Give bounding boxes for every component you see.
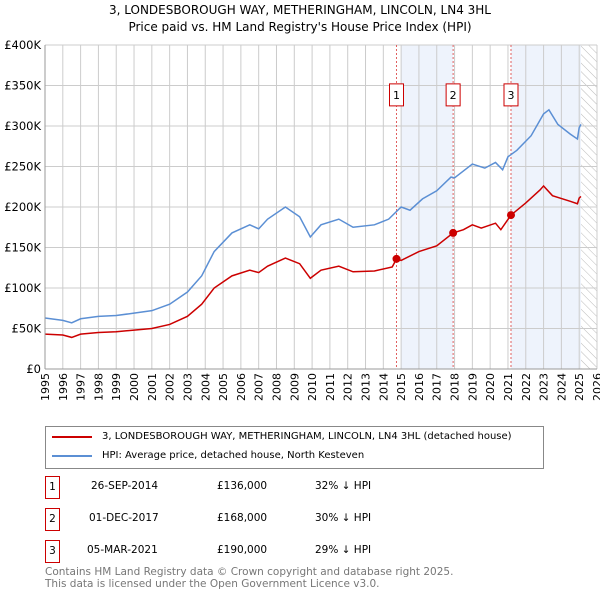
y-tick-label: £150K [4, 241, 41, 255]
x-tick-label: 2018 [449, 373, 462, 401]
x-tick-label: 2012 [342, 373, 355, 401]
y-tick-label: £250K [4, 160, 41, 174]
chart-title: 3, LONDESBOROUGH WAY, METHERINGHAM, LINC… [108, 3, 491, 17]
y-tick-label: £200K [4, 200, 41, 214]
x-tick-label: 2011 [324, 373, 337, 401]
x-tick-label: 2016 [413, 373, 426, 401]
x-tick-label: 1997 [75, 373, 88, 401]
chart-subtitle: Price paid vs. HM Land Registry's House … [128, 20, 472, 34]
x-tick-label: 2017 [431, 373, 444, 401]
x-tick-label: 2021 [502, 373, 515, 401]
x-tick-label: 2025 [573, 373, 586, 401]
sale-point [392, 254, 401, 263]
x-tick-label: 2006 [235, 373, 248, 401]
legend-property: 3, LONDESBOROUGH WAY, METHERINGHAM, LINC… [102, 431, 512, 442]
sale-hpi: 32% ↓ HPI [315, 480, 372, 492]
footer-copyright: Contains HM Land Registry data © Crown c… [45, 566, 454, 578]
legend: 3, LONDESBOROUGH WAY, METHERINGHAM, LINC… [45, 426, 544, 469]
y-tick-label: £100K [4, 281, 41, 295]
price-paid-line [44, 184, 582, 339]
x-tick-label: 1998 [92, 373, 105, 401]
sale-hpi: 29% ↓ HPI [315, 544, 372, 556]
x-tick-label: 2019 [466, 373, 479, 401]
sale-number: 2 [45, 508, 60, 531]
sale-point [506, 211, 515, 220]
x-tick-label: 2023 [538, 373, 551, 401]
x-tick-label: 2009 [288, 373, 301, 401]
x-tick-label: 2008 [270, 373, 283, 401]
x-tick-label: 2024 [555, 373, 568, 401]
x-tick-label: 2000 [128, 373, 141, 401]
x-tick-label: 2001 [146, 373, 159, 401]
sale-price: £190,000 [217, 544, 268, 556]
sale-label: 2 [450, 89, 457, 102]
x-tick-label: 2014 [377, 373, 390, 401]
y-tick-label: £50K [12, 322, 42, 336]
x-tick-label: 2022 [520, 373, 533, 401]
sale-date: 26-SEP-2014 [91, 480, 159, 492]
sale-hpi: 30% ↓ HPI [315, 512, 372, 524]
legend-hpi: HPI: Average price, detached house, Nort… [102, 450, 365, 461]
sale-label-box [388, 83, 404, 107]
sale-number: 3 [45, 540, 60, 563]
y-tick-label: £300K [4, 119, 41, 133]
x-tick-label: 2020 [484, 373, 497, 401]
sale-point [449, 228, 458, 237]
sale-label: 3 [507, 89, 514, 102]
x-tick-label: 2005 [217, 373, 230, 401]
footer-licence: This data is licensed under the Open Gov… [45, 578, 380, 590]
sale-price: £136,000 [217, 480, 268, 492]
x-tick-label: 2026 [591, 373, 600, 401]
y-tick-label: £400K [4, 38, 41, 52]
x-tick-label: 2007 [253, 373, 266, 401]
x-tick-label: 2013 [360, 373, 373, 401]
legend-red-swatch [52, 435, 92, 438]
y-tick-label: £350K [4, 79, 41, 93]
sale-label-box [503, 83, 519, 107]
x-tick-label: 2015 [395, 373, 408, 401]
x-tick-label: 2002 [164, 373, 177, 401]
x-tick-label: 2010 [306, 373, 319, 401]
x-tick-label: 1999 [110, 373, 123, 401]
x-tick-label: 2003 [181, 373, 194, 401]
sale-label-box [445, 83, 461, 107]
hpi-line [44, 108, 582, 324]
x-tick-label: 1995 [39, 373, 52, 401]
sale-number: 1 [45, 476, 60, 499]
sale-label: 1 [393, 89, 400, 102]
x-tick-label: 1996 [57, 373, 70, 401]
x-tick-label: 2004 [199, 373, 212, 401]
y-tick-label: £0 [26, 362, 41, 376]
price-chart: 1 2 3 £0 £50K £100K £150K £200K £250K £300K £350K £… [4, 38, 600, 401]
legend-blue-swatch [52, 454, 92, 457]
sale-price: £168,000 [217, 512, 268, 524]
sale-date: 01-DEC-2017 [89, 512, 159, 524]
sale-date: 05-MAR-2021 [87, 544, 158, 556]
